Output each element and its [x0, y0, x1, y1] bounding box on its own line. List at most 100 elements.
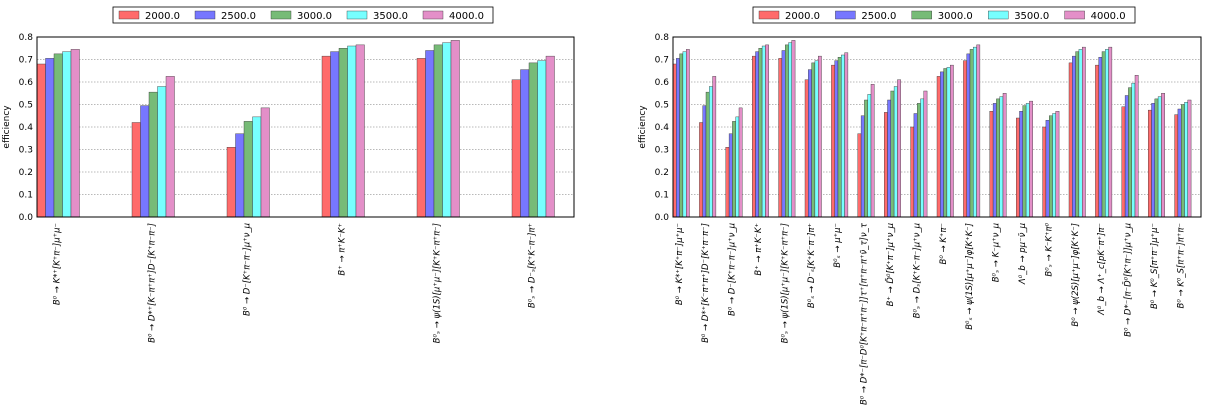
bar	[999, 96, 1004, 218]
bar	[1180, 104, 1185, 218]
bar	[686, 49, 690, 218]
y-axis-title: efficiency	[638, 105, 648, 149]
legend-swatch	[1064, 10, 1085, 20]
bar	[1124, 95, 1129, 218]
x-tick-label: B⁰ → D⁻[K⁺π⁻π⁻]μ⁺ν_μ	[242, 222, 252, 316]
chart-panel-1: 0.0 0.1 0.2 0.3 0.4 0.5 0.6 0.7 0.8 efficiency B⁰ …	[2, 6, 575, 343]
bar	[887, 99, 891, 218]
bar	[920, 98, 924, 218]
bar	[1052, 113, 1056, 218]
bar	[1098, 57, 1103, 218]
bar	[62, 51, 72, 218]
bar	[1151, 103, 1155, 218]
legend-swatch	[422, 10, 444, 20]
legend-swatch	[911, 10, 932, 20]
bar	[511, 79, 521, 218]
y-axis-title: efficiency	[2, 105, 12, 149]
bar	[973, 46, 977, 218]
bar	[243, 121, 253, 218]
plot-frame	[36, 36, 575, 218]
bar	[1078, 49, 1083, 218]
bar	[433, 44, 443, 218]
legend-swatch	[194, 10, 216, 20]
bar	[758, 48, 763, 218]
bar	[910, 126, 915, 218]
bar	[347, 45, 357, 218]
bar	[1177, 108, 1182, 218]
bar	[1022, 105, 1027, 218]
legend-label: 3500.0	[1014, 11, 1049, 22]
bar	[1075, 51, 1080, 218]
x-tick-label: B⁰ₛ → D⁻ₛ[K⁺K⁻π⁻]π⁺	[527, 223, 537, 308]
bar	[1174, 114, 1179, 218]
bar	[702, 105, 707, 218]
bar	[870, 84, 875, 218]
bar	[946, 67, 951, 218]
y-tick-label: 0.4	[19, 123, 34, 133]
x-tick-label: B⁰ₛ → D⁻ₛ[K⁺K⁻π⁻]π⁺	[807, 223, 817, 308]
bar	[785, 44, 789, 218]
x-tick-label: Λ⁰_b → Λ⁺_c[pK⁻π⁺]π⁻	[1097, 223, 1107, 316]
bar	[890, 90, 895, 218]
x-tick-label: B⁰ → D*⁺[K⁻π⁺π⁺]D⁻[K⁺π⁻π⁻]	[147, 223, 157, 343]
bar	[818, 55, 822, 218]
bar	[735, 116, 740, 218]
bar	[860, 115, 865, 218]
bar	[897, 79, 901, 218]
bar	[837, 57, 842, 218]
x-tick-label: B⁰ → D*⁺[K⁻π⁺π⁺]D⁻[K⁺π⁻π⁻]	[701, 223, 711, 343]
bar	[804, 79, 809, 218]
bar	[778, 58, 783, 218]
y-tick-label: 0.8	[19, 33, 34, 43]
bar	[725, 147, 730, 218]
x-tick-label: B⁰ → K⁺π⁻	[939, 223, 949, 264]
bar	[1131, 82, 1136, 218]
legend-label: 2500.0	[861, 11, 896, 22]
legend-label: 3000.0	[938, 11, 973, 22]
x-tick-label: B⁰ → K⁰_S[π⁺π⁻]π⁺π⁻	[1176, 223, 1186, 308]
bar	[1128, 87, 1132, 218]
bar	[841, 54, 845, 218]
bar	[425, 50, 435, 218]
bar	[682, 51, 687, 218]
bar	[864, 99, 868, 218]
bar	[917, 103, 921, 218]
bar	[943, 68, 948, 218]
x-tick-label: B⁰ₛ → ψ(1S)[μ⁺μ⁻][K⁺K⁻π⁺π⁻]	[780, 223, 790, 343]
bar	[252, 116, 262, 218]
legend-label: 2000.0	[785, 11, 820, 22]
bar	[1105, 49, 1109, 218]
bar	[791, 40, 796, 218]
legend: 2000.0 2500.0 3000.0 3500.0 4000.0	[112, 6, 494, 24]
y-tick-label: 0.2	[19, 168, 33, 178]
bar	[1002, 93, 1007, 218]
bar	[1029, 100, 1033, 218]
bar	[53, 53, 63, 218]
bar	[321, 55, 331, 218]
bar	[940, 71, 944, 218]
legend: 2000.0 2500.0 3000.0 3500.0 4000.0	[752, 6, 1136, 24]
bar	[844, 52, 849, 218]
bar	[936, 76, 941, 218]
bar	[1048, 115, 1053, 218]
bar	[226, 147, 236, 218]
bar	[699, 122, 703, 218]
bar	[976, 44, 981, 218]
bar	[752, 55, 756, 218]
bar	[963, 60, 967, 218]
legend-swatch	[988, 10, 1009, 20]
x-tick-label: B⁰ → D⁻[K⁺π⁻π⁻]μ⁺ν_μ	[728, 222, 738, 316]
bar	[788, 42, 792, 218]
bar	[165, 76, 175, 218]
bar	[709, 86, 713, 218]
legend-label: 4000.0	[1091, 11, 1126, 22]
y-tick-label: 0.5	[19, 101, 33, 111]
legend-swatch	[835, 10, 856, 20]
bar	[732, 121, 736, 218]
bar	[148, 91, 158, 218]
x-tick-label: B⁰ → D*⁻[π⁻D̄⁰[K⁺π⁻]]μ⁺ν_μ	[1122, 222, 1134, 336]
legend-label: 2000.0	[145, 11, 180, 22]
y-tick-label: 0.0	[19, 213, 34, 223]
bar	[884, 112, 888, 218]
y-tick-label: 0.2	[655, 168, 669, 178]
